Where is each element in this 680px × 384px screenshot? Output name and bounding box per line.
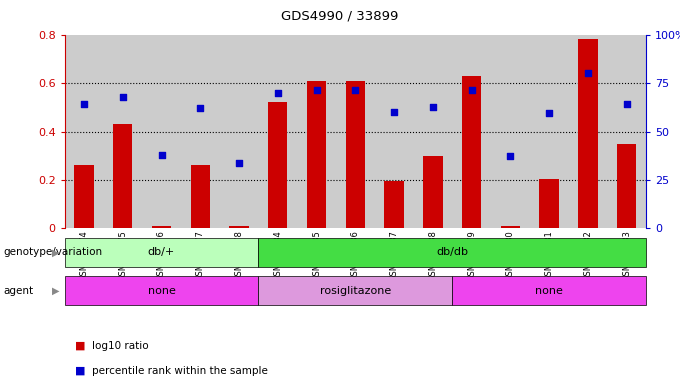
Bar	[413, 35, 452, 228]
Bar	[462, 76, 481, 228]
Text: GDS4990 / 33899: GDS4990 / 33899	[282, 10, 398, 23]
Bar	[384, 181, 404, 228]
Bar	[539, 179, 559, 228]
Text: db/+: db/+	[148, 247, 175, 258]
Point	[350, 87, 360, 93]
Bar	[307, 81, 326, 228]
Bar	[65, 276, 258, 305]
Text: ▶: ▶	[52, 286, 60, 296]
Bar	[345, 81, 365, 228]
Point	[272, 90, 283, 96]
Bar	[491, 35, 530, 228]
Bar	[190, 166, 210, 228]
Point	[544, 110, 555, 116]
Point	[466, 87, 477, 93]
Bar	[268, 103, 288, 228]
Point	[234, 159, 245, 166]
Text: rosiglitazone: rosiglitazone	[320, 286, 391, 296]
Bar	[423, 156, 443, 228]
Point	[582, 70, 593, 76]
Bar	[74, 166, 94, 228]
Text: agent: agent	[3, 286, 33, 296]
Bar	[336, 35, 375, 228]
Text: ■: ■	[75, 366, 85, 376]
Text: ■: ■	[75, 341, 85, 351]
Bar	[452, 276, 646, 305]
Point	[622, 101, 632, 108]
Bar	[103, 35, 142, 228]
Bar	[113, 124, 133, 228]
Bar	[152, 226, 171, 228]
Bar	[65, 35, 103, 228]
Bar	[617, 144, 636, 228]
Text: genotype/variation: genotype/variation	[3, 247, 103, 258]
Point	[427, 104, 438, 110]
Point	[388, 109, 399, 115]
Bar	[452, 35, 491, 228]
Point	[311, 87, 322, 93]
Bar	[142, 35, 181, 228]
Text: percentile rank within the sample: percentile rank within the sample	[92, 366, 268, 376]
Text: log10 ratio: log10 ratio	[92, 341, 148, 351]
Bar	[500, 226, 520, 228]
Point	[156, 152, 167, 158]
Bar	[297, 35, 336, 228]
Bar	[530, 35, 568, 228]
Point	[117, 94, 128, 100]
Point	[505, 153, 515, 159]
Bar	[220, 35, 258, 228]
Bar	[181, 35, 220, 228]
Text: db/db: db/db	[436, 247, 469, 258]
Text: none: none	[535, 286, 563, 296]
Bar	[375, 35, 413, 228]
Text: none: none	[148, 286, 175, 296]
Bar	[258, 238, 646, 267]
Bar	[568, 35, 607, 228]
Bar	[258, 35, 297, 228]
Bar	[229, 226, 249, 228]
Bar	[578, 40, 598, 228]
Bar	[607, 35, 646, 228]
Point	[194, 105, 205, 111]
Bar	[65, 238, 258, 267]
Bar	[258, 276, 452, 305]
Text: ▶: ▶	[52, 247, 60, 258]
Point	[78, 101, 89, 108]
